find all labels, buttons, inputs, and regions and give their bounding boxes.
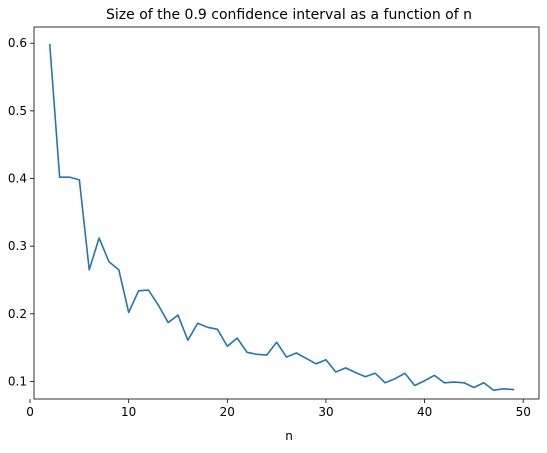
y-tick-label: 0.1 — [8, 374, 27, 388]
x-tick-label: 0 — [26, 405, 34, 419]
y-tick-label: 0.2 — [8, 307, 27, 321]
x-tick-label: 50 — [516, 405, 531, 419]
y-tick-label: 0.3 — [8, 239, 27, 253]
x-tick-label: 40 — [417, 405, 432, 419]
x-tick-label: 30 — [318, 405, 333, 419]
series-line-0 — [48, 43, 515, 392]
chart-title: Size of the 0.9 confidence interval as a… — [106, 7, 472, 23]
y-tick-label: 0.5 — [8, 104, 27, 118]
y-tick-label: 0.6 — [8, 36, 27, 50]
x-tick-label: 20 — [220, 405, 235, 419]
y-tick-label: 0.4 — [8, 172, 27, 186]
plot-frame — [33, 26, 540, 400]
x-axis-label: n — [285, 429, 293, 443]
plot-area — [48, 43, 515, 392]
x-tick-label: 10 — [121, 405, 136, 419]
